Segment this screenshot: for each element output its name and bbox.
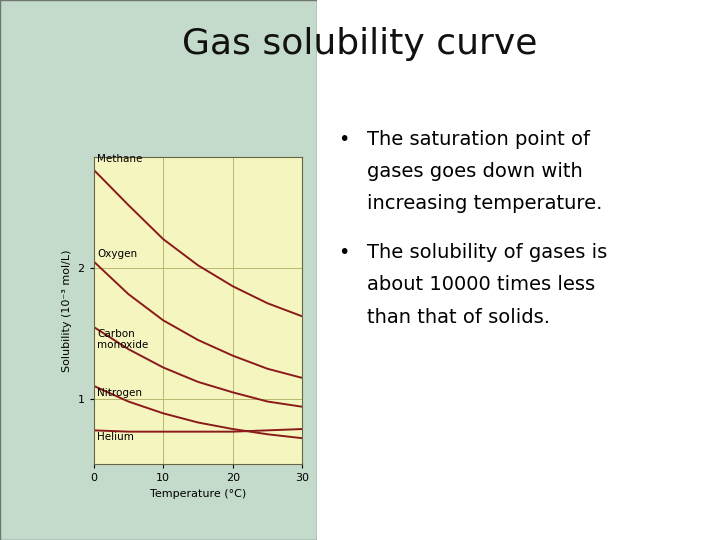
FancyBboxPatch shape [0,0,317,540]
Text: Methane: Methane [97,154,143,165]
Text: Carbon
monoxide: Carbon monoxide [97,329,148,350]
Text: than that of solids.: than that of solids. [367,308,550,327]
X-axis label: Temperature (°C): Temperature (°C) [150,489,246,499]
Text: Gas solubility curve: Gas solubility curve [182,27,538,61]
Text: gases goes down with: gases goes down with [367,162,583,181]
Text: The saturation point of: The saturation point of [367,130,590,148]
Text: about 10000 times less: about 10000 times less [367,275,595,294]
Text: •: • [338,130,350,148]
Text: Helium: Helium [97,431,134,442]
Text: •: • [338,243,350,262]
Text: The solubility of gases is: The solubility of gases is [367,243,608,262]
Text: Nitrogen: Nitrogen [97,388,142,399]
Text: Oxygen: Oxygen [97,249,138,259]
Text: increasing temperature.: increasing temperature. [367,194,603,213]
Y-axis label: Solubility (10⁻³ mol/L): Solubility (10⁻³ mol/L) [62,249,72,372]
